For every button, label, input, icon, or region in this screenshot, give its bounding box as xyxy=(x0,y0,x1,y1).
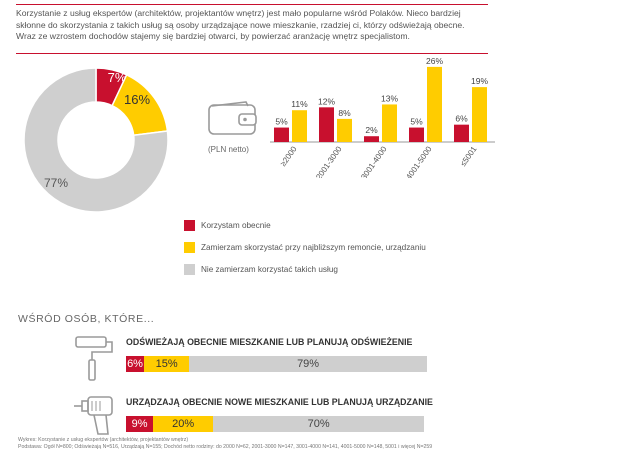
x-tick-label: 2001-3000 xyxy=(314,144,344,178)
legend-swatch-gray xyxy=(184,264,195,275)
x-tick-label: ≥2000 xyxy=(278,144,298,168)
drill-icon xyxy=(74,396,113,435)
bar-value-label: 5% xyxy=(410,117,423,127)
bar-value-label: 5% xyxy=(275,117,288,127)
infographic: Korzystanie z usług ekspertów (architekt… xyxy=(16,0,502,463)
legend: Korzystam obecnie Zamierzam skorzystać p… xyxy=(184,219,426,285)
donut-slice-none-label: 77% xyxy=(44,176,68,190)
bar-current xyxy=(454,124,469,142)
bar-value-label: 2% xyxy=(365,125,378,135)
bar-current xyxy=(364,136,379,142)
bar-value-label: 26% xyxy=(426,56,443,66)
bar-value-label: 6% xyxy=(455,114,468,124)
donut-slice-planned-label: 16% xyxy=(124,92,150,107)
bar-current xyxy=(274,127,289,142)
section-title: WŚRÓD OSÓB, KTÓRE... xyxy=(18,313,155,325)
stack-bar-refresh: 6% 15% 79% xyxy=(126,356,427,372)
bar-current xyxy=(409,127,424,142)
donut-chart: 7% 16% 77% xyxy=(23,67,169,213)
legend-swatch-yellow xyxy=(184,242,195,253)
legend-item-none: Nie zamierzam korzystać takich usług xyxy=(184,263,426,276)
bar-value-label: 19% xyxy=(471,76,488,86)
legend-label-current: Korzystam obecnie xyxy=(201,221,271,230)
bar-planned xyxy=(337,118,352,142)
x-tick-label: 4001-5000 xyxy=(404,144,434,178)
bar-planned xyxy=(427,66,442,142)
legend-label-none: Nie zamierzam korzystać takich usług xyxy=(201,265,338,274)
bar-value-label: 11% xyxy=(291,99,308,109)
bar-value-label: 12% xyxy=(318,96,335,106)
legend-item-planned: Zamierzam skorzystać przy najbliższym re… xyxy=(184,241,426,254)
donut-slice-current-label: 7% xyxy=(108,70,127,85)
seg-planned: 20% xyxy=(153,416,214,432)
bar-planned xyxy=(292,110,307,142)
bar-value-label: 13% xyxy=(381,93,398,103)
bar-current xyxy=(319,107,334,142)
legend-swatch-red xyxy=(184,220,195,231)
bar-value-label: 8% xyxy=(338,108,351,118)
donut-slice-none xyxy=(23,67,169,213)
stack-bar-furnish: 9% 20% 70% xyxy=(126,416,427,432)
wallet-label: (PLN netto) xyxy=(208,145,249,154)
footnote-base: Podstawa: Ogół N=800; Odświeżają N=516, … xyxy=(18,444,433,450)
seg-none: 70% xyxy=(213,416,424,432)
seg-planned: 15% xyxy=(144,356,190,372)
seg-current: 9% xyxy=(126,416,154,432)
footnote-chart: Wykres: Korzystanie z usług ekspertów (a… xyxy=(18,437,189,443)
seg-current: 6% xyxy=(126,356,145,372)
legend-label-planned: Zamierzam skorzystać przy najbliższym re… xyxy=(201,243,426,252)
wallet-icon xyxy=(208,101,257,135)
seg-none: 79% xyxy=(189,356,427,372)
bar-planned xyxy=(382,104,397,142)
bar-planned xyxy=(472,87,487,142)
stack-title-furnish: URZĄDZAJĄ OBECNIE NOWE MIESZKANIE LUB PL… xyxy=(126,397,433,407)
x-tick-label: ≤5001 xyxy=(458,144,478,168)
intro-rule xyxy=(16,53,488,54)
top-rule xyxy=(16,4,488,5)
income-bar-chart: 5%11%≥200012%8%2001-30002%13%3001-40005%… xyxy=(270,56,495,178)
x-tick-label: 3001-4000 xyxy=(359,144,389,178)
intro-text: Korzystanie z usług ekspertów (architekt… xyxy=(16,8,465,42)
legend-item-current: Korzystam obecnie xyxy=(184,219,426,232)
stack-title-refresh: ODŚWIEŻAJĄ OBECNIE MIESZKANIE LUB PLANUJ… xyxy=(126,337,413,347)
paint-roller-icon xyxy=(75,336,113,381)
